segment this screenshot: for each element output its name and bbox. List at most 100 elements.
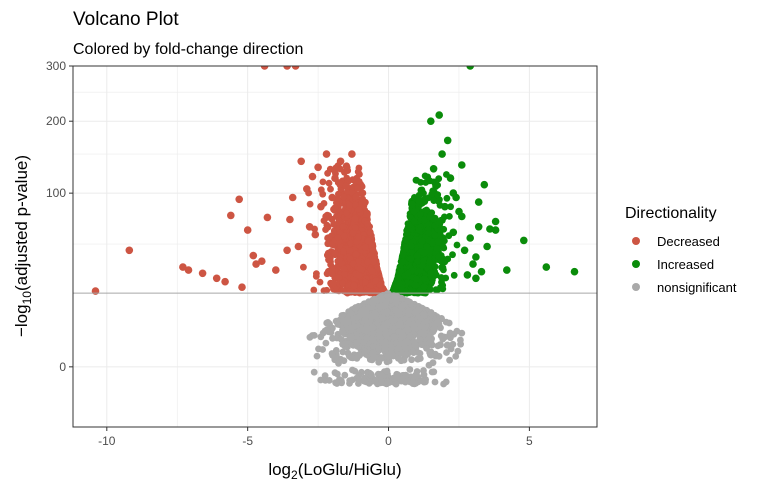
cloud-point-nonsignificant xyxy=(348,333,356,341)
cloud-point-nonsignificant xyxy=(429,328,437,336)
cloud-point-decreased xyxy=(362,198,369,206)
cloud-point-nonsignificant xyxy=(329,324,336,332)
cloud-point-decreased xyxy=(323,286,331,294)
cloud-point-decreased xyxy=(349,229,357,237)
cloud-point-nonsignificant xyxy=(322,339,330,347)
cloud-point-nonsignificant xyxy=(416,336,424,344)
cloud-point-nonsignificant xyxy=(449,340,457,348)
cloud-point-decreased xyxy=(352,193,360,201)
cloud-point-decreased xyxy=(316,278,324,286)
cloud-point-increased xyxy=(423,243,431,251)
cloud-point-nonsignificant xyxy=(381,338,389,346)
chart-subtitle: Colored by fold-change direction xyxy=(73,41,303,58)
cloud-point-nonsignificant xyxy=(346,377,354,384)
cloud-point-nonsignificant xyxy=(444,341,451,349)
cloud-point-decreased xyxy=(325,179,333,187)
cloud-point-increased xyxy=(434,181,441,189)
cloud-point-nonsignificant xyxy=(412,341,419,349)
cloud-point-nonsignificant xyxy=(400,356,408,364)
cloud-point-nonsignificant xyxy=(321,372,329,379)
cloud-point-increased xyxy=(433,245,441,252)
cloud-point-nonsignificant xyxy=(427,351,434,359)
cloud-point-increased xyxy=(431,263,439,270)
cloud-point-nonsignificant xyxy=(334,321,342,328)
cloud-point-increased xyxy=(421,172,429,180)
cloud-point-nonsignificant xyxy=(390,292,398,300)
cloud-point-increased xyxy=(429,187,437,195)
cloud-point-increased xyxy=(435,197,442,205)
cloud-point-nonsignificant xyxy=(420,311,428,319)
cloud-point-decreased xyxy=(335,256,343,264)
cloud-point-decreased xyxy=(364,237,372,245)
cloud-point-decreased xyxy=(355,206,363,213)
cloud-point-decreased xyxy=(346,255,354,263)
cloud-point-increased xyxy=(421,216,428,224)
cloud-point-decreased xyxy=(369,288,377,295)
cloud-point-nonsignificant xyxy=(378,371,386,379)
cloud-point-decreased xyxy=(343,164,351,171)
cloud-point-increased xyxy=(411,281,419,289)
cloud-point-decreased xyxy=(372,277,379,285)
cloud-point-nonsignificant xyxy=(347,309,355,317)
cloud-point-increased xyxy=(414,252,421,260)
cloud-point-increased xyxy=(405,221,413,229)
cloud-point-nonsignificant xyxy=(446,329,454,337)
cloud-point-decreased xyxy=(339,223,347,231)
cloud-point-increased xyxy=(417,179,425,186)
cloud-point-decreased xyxy=(369,247,377,255)
cloud-point-decreased xyxy=(351,215,359,223)
cloud-point-decreased xyxy=(350,282,358,290)
cloud-point-increased xyxy=(427,269,435,276)
cloud-point-increased xyxy=(431,232,439,239)
cloud-point-decreased xyxy=(310,286,318,294)
cloud-point-decreased xyxy=(336,180,344,188)
cloud-point-nonsignificant xyxy=(360,377,368,385)
cloud-point-decreased xyxy=(340,247,347,255)
cloud-point-decreased xyxy=(341,270,348,278)
cloud-point-nonsignificant xyxy=(443,349,450,356)
cloud-point-nonsignificant xyxy=(353,339,361,346)
cloud-point-decreased xyxy=(368,267,376,275)
cloud-point-increased xyxy=(423,206,430,214)
cloud-point-nonsignificant xyxy=(313,352,321,360)
cloud-point-decreased xyxy=(340,265,348,272)
cloud-point-decreased xyxy=(322,213,330,220)
cloud-point-decreased xyxy=(340,287,347,295)
cloud-point-decreased xyxy=(323,270,331,278)
cloud-point-increased xyxy=(450,271,458,279)
cloud-point-decreased xyxy=(336,165,344,173)
cloud-point-decreased xyxy=(340,232,348,240)
cloud-point-nonsignificant xyxy=(334,370,341,378)
cloud-point-nonsignificant xyxy=(361,348,369,355)
cloud-point-increased xyxy=(421,275,428,282)
cloud-point-increased xyxy=(419,257,427,265)
cloud-point-nonsignificant xyxy=(351,367,359,375)
cloud-point-nonsignificant xyxy=(402,371,410,379)
cloud-point-increased xyxy=(434,238,442,246)
cloud-point-increased xyxy=(439,282,447,289)
cloud-point-nonsignificant xyxy=(339,328,347,336)
cloud-point-increased xyxy=(453,241,461,249)
cloud-point-decreased xyxy=(359,189,367,197)
cloud-point-nonsignificant xyxy=(372,297,380,304)
cloud-point-decreased xyxy=(362,243,369,251)
cloud-point-increased xyxy=(441,237,448,245)
cloud-point-increased xyxy=(395,274,402,282)
cloud-point-decreased xyxy=(352,250,360,258)
cloud-point-nonsignificant xyxy=(416,355,424,362)
cloud-point-increased xyxy=(408,242,415,250)
cloud-point-increased xyxy=(426,213,434,221)
cloud-point-nonsignificant xyxy=(393,372,401,379)
cloud-point-decreased xyxy=(342,209,350,217)
cloud-point-decreased xyxy=(334,234,342,242)
cloud-point-decreased xyxy=(363,211,370,218)
cloud-point-nonsignificant xyxy=(394,355,402,362)
cloud-point-increased xyxy=(398,258,406,266)
cloud-point-nonsignificant xyxy=(412,371,420,379)
cloud-point-decreased xyxy=(324,169,331,177)
cloud-point-nonsignificant xyxy=(408,356,415,364)
cloud-point-decreased xyxy=(355,271,363,279)
cloud-point-decreased xyxy=(312,272,320,280)
cloud-point-nonsignificant xyxy=(432,350,439,358)
